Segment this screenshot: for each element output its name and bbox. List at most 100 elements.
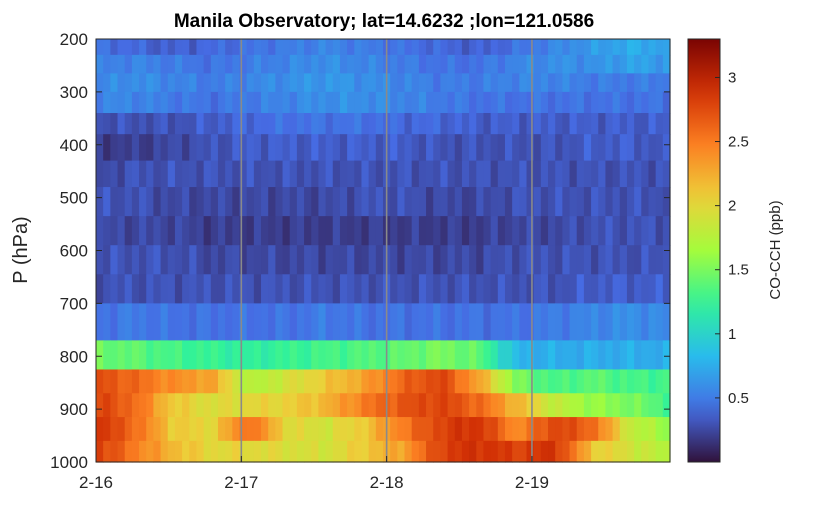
heatmap-cell (555, 91, 563, 114)
heatmap-cell (397, 134, 406, 162)
heatmap-cell (318, 54, 327, 74)
colorbar-tick-label: 0.5 (728, 390, 749, 407)
heatmap-cell (655, 303, 664, 341)
heatmap-cell (203, 369, 212, 394)
heatmap-cell (304, 393, 312, 418)
heatmap-cell (332, 340, 341, 371)
heatmap-cell (512, 54, 520, 74)
heatmap-cell (282, 245, 291, 275)
heatmap-cell (519, 417, 528, 442)
heatmap-cell (196, 417, 205, 442)
heatmap-cell (634, 160, 642, 188)
heatmap-cell (655, 216, 664, 246)
heatmap-cell (411, 54, 420, 74)
heatmap-cell (289, 91, 298, 114)
heatmap-cell (232, 393, 241, 418)
heatmap-cell (641, 134, 650, 162)
heatmap-cell (268, 113, 276, 135)
heatmap-cell (160, 113, 169, 135)
heatmap-cell (239, 340, 248, 371)
heatmap-cell (160, 160, 169, 188)
heatmap-cell (641, 113, 650, 135)
heatmap-cell (583, 303, 592, 341)
heatmap-cell (289, 39, 298, 56)
heatmap-cell (203, 113, 212, 135)
heatmap-cell (562, 91, 571, 114)
heatmap-cell (318, 216, 327, 246)
heatmap-cell (146, 369, 154, 394)
heatmap-cell (318, 245, 327, 275)
heatmap-cell (433, 393, 441, 418)
heatmap-cell (253, 91, 262, 114)
heatmap-cell (110, 91, 119, 114)
heatmap-cell (189, 73, 198, 93)
heatmap-cell (253, 369, 262, 394)
heatmap-cell (634, 440, 642, 463)
heatmap-cell (426, 73, 434, 93)
heatmap-cell (347, 73, 355, 93)
heatmap-cell (418, 393, 427, 418)
heatmap-cell (591, 417, 599, 442)
heatmap-cell (591, 274, 599, 304)
chart-title: Manila Observatory; lat=14.6232 ;lon=121… (174, 11, 594, 32)
heatmap-cell (110, 393, 119, 418)
heatmap-cell (311, 369, 320, 394)
heatmap-cell (641, 187, 650, 217)
heatmap-cell (182, 245, 190, 275)
heatmap-cell (347, 216, 355, 246)
heatmap-cell (512, 216, 520, 246)
heatmap-cell (483, 440, 492, 463)
heatmap-cell (167, 73, 176, 93)
heatmap-cell (282, 39, 291, 56)
heatmap-cell (634, 39, 642, 56)
heatmap-cell (368, 440, 377, 463)
heatmap-cell (583, 39, 592, 56)
heatmap-cell (483, 187, 492, 217)
heatmap-cell (526, 393, 535, 418)
heatmap-cell (110, 369, 119, 394)
heatmap-cell (318, 73, 327, 93)
heatmap-cell (591, 113, 599, 135)
heatmap-cell (354, 369, 363, 394)
heatmap-cell (490, 160, 499, 188)
heatmap-cell (483, 245, 492, 275)
heatmap-cell (469, 393, 477, 418)
heatmap-cell (289, 160, 298, 188)
heatmap-cell (426, 274, 434, 304)
heatmap-cell (476, 340, 485, 371)
heatmap-cell (662, 91, 671, 114)
heatmap-cell (347, 39, 355, 56)
heatmap-cell (189, 113, 198, 135)
heatmap-cell (497, 91, 506, 114)
heatmap-cell (591, 91, 599, 114)
heatmap-cell (569, 91, 578, 114)
heatmap-cell (117, 187, 126, 217)
heatmap-cell (404, 393, 413, 418)
heatmap-cell (296, 274, 305, 304)
heatmap-cell (182, 393, 190, 418)
heatmap-cell (605, 340, 614, 371)
heatmap-cell (361, 160, 370, 188)
heatmap-cell (526, 54, 535, 74)
heatmap-cell (526, 73, 535, 93)
heatmap-cell (225, 160, 233, 188)
heatmap-cell (232, 340, 241, 371)
heatmap-cell (153, 160, 162, 188)
heatmap-cell (497, 73, 506, 93)
heatmap-cell (375, 274, 384, 304)
heatmap-cell (139, 369, 147, 394)
heatmap-cell (591, 160, 599, 188)
heatmap-cell (548, 187, 556, 217)
heatmap-cell (275, 160, 284, 188)
heatmap-cell (131, 417, 140, 442)
heatmap-cell (641, 160, 650, 188)
heatmap-cell (217, 160, 226, 188)
heatmap-cell (497, 134, 506, 162)
heatmap-cell (196, 216, 205, 246)
heatmap-cell (533, 187, 542, 217)
heatmap-cell (404, 369, 413, 394)
heatmap-cell (591, 245, 599, 275)
heatmap-cell (325, 113, 334, 135)
heatmap-cell (397, 303, 406, 341)
heatmap-cell (497, 113, 506, 135)
